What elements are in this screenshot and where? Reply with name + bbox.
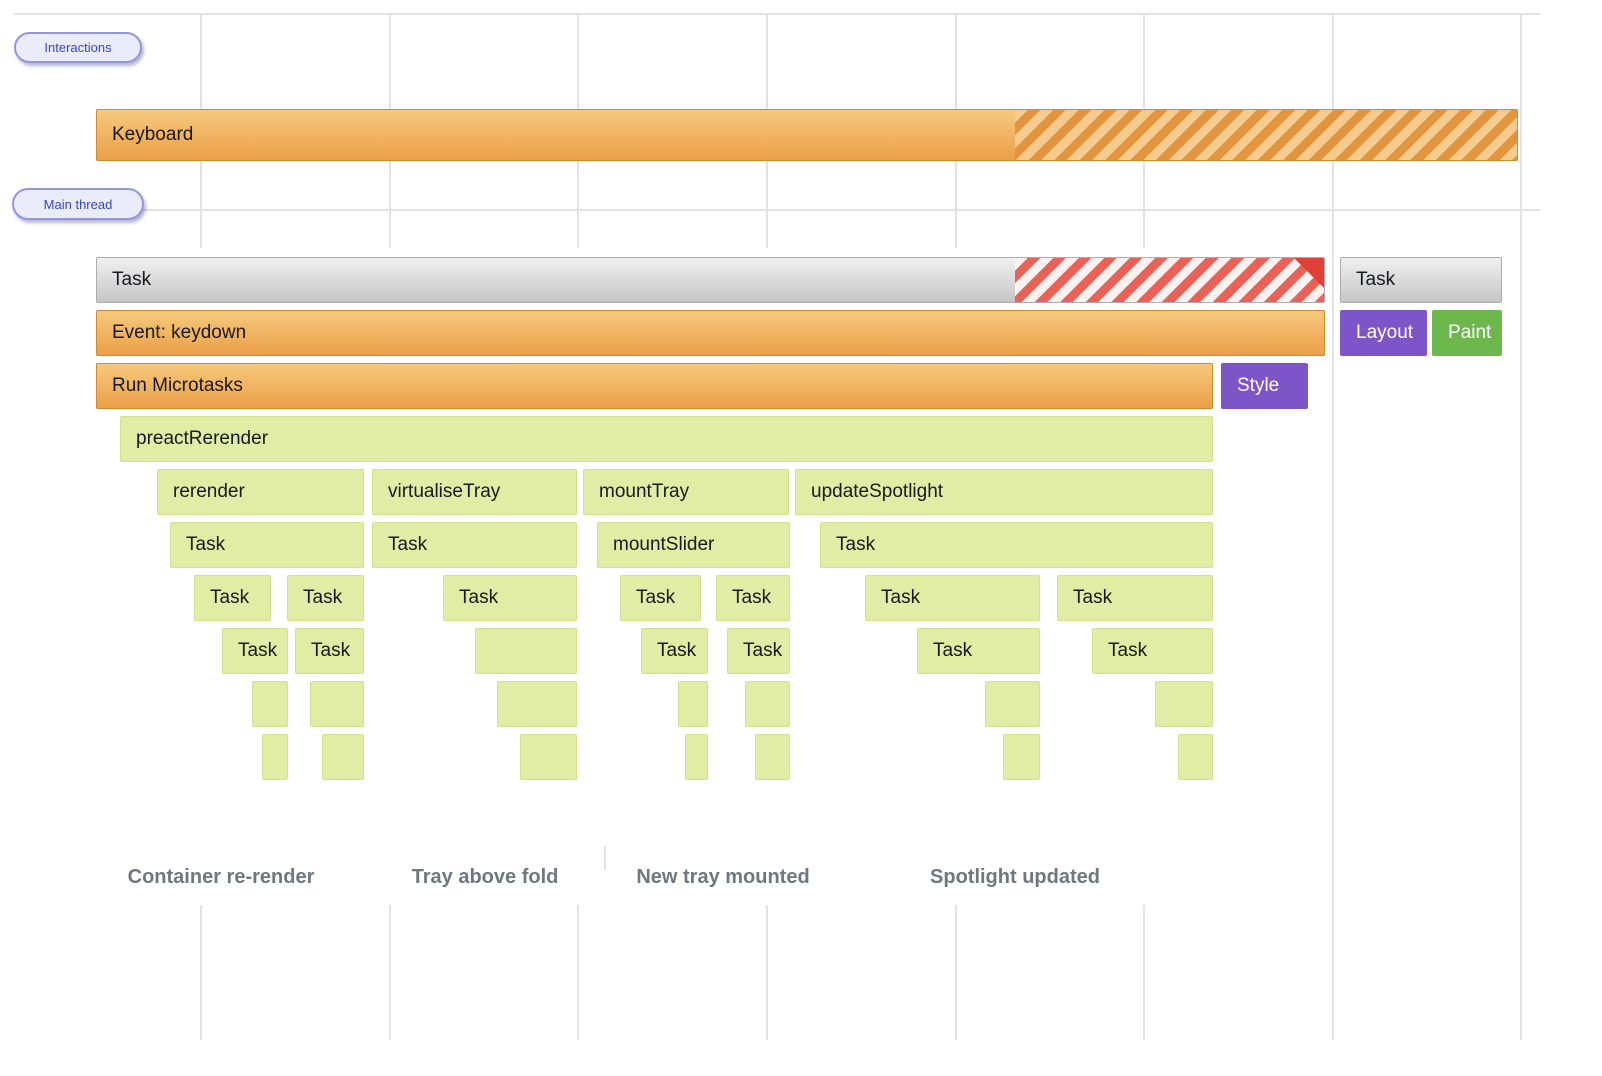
bar-label: Task — [303, 587, 343, 608]
bar-label: rerender — [173, 481, 245, 502]
bar-label: Task — [210, 587, 250, 608]
bar-label: Task — [836, 534, 876, 555]
flame-bar-preactrerender[interactable]: preactRerender — [120, 416, 1213, 462]
bar-label: Task — [636, 587, 676, 608]
flame-bar-mountslider[interactable]: mountSlider — [597, 522, 790, 568]
bar-label: Task — [459, 587, 499, 608]
flame-bar-task[interactable]: Task — [170, 522, 364, 568]
flame-bar-layout[interactable]: Layout — [1340, 310, 1427, 356]
bar-label: preactRerender — [136, 428, 269, 449]
flame-bar-task[interactable]: Task — [1340, 257, 1502, 303]
flame-bar-paint[interactable]: Paint — [1432, 310, 1502, 356]
bar-label: Task — [1356, 269, 1396, 290]
bar-label: mountTray — [599, 481, 690, 502]
annotation-spotlight-updated: Spotlight updated — [930, 866, 1100, 888]
bar-label: Task — [238, 640, 278, 661]
bar-label: mountSlider — [613, 534, 715, 555]
bar-label: Task — [732, 587, 772, 608]
flame-bar-rerender[interactable]: rerender — [157, 469, 364, 515]
bar-label: Task — [186, 534, 226, 555]
flame-bar-unlabeled[interactable] — [310, 681, 364, 727]
bar-label: Keyboard — [112, 124, 194, 145]
gridline-horizontal — [14, 209, 1540, 211]
flame-bar-unlabeled[interactable] — [520, 734, 577, 780]
hatched-overrun-region — [1015, 258, 1324, 302]
bar-label: Task — [743, 640, 783, 661]
bar-label: Task — [881, 587, 921, 608]
track-label-main-thread[interactable]: Main thread — [12, 188, 144, 220]
bar-label: Paint — [1448, 322, 1492, 343]
hatched-overrun-region — [1015, 110, 1517, 160]
flame-bar-unlabeled[interactable] — [1003, 734, 1040, 780]
flame-bar-task[interactable]: Task — [295, 628, 364, 674]
overrun-corner-icon — [1294, 258, 1324, 288]
flame-bar-style[interactable]: Style — [1221, 363, 1308, 409]
flame-bar-unlabeled[interactable] — [678, 681, 708, 727]
flame-bar-task[interactable]: Task — [194, 575, 271, 621]
bar-label: Task — [112, 269, 152, 290]
flame-bar-unlabeled[interactable] — [985, 681, 1040, 727]
bar-label: Task — [657, 640, 697, 661]
flame-bar-task[interactable]: Task — [641, 628, 708, 674]
flame-bar-unlabeled[interactable] — [322, 734, 364, 780]
flame-bar-task[interactable]: Task — [917, 628, 1040, 674]
flame-bar-task[interactable]: Task — [820, 522, 1213, 568]
annotation-container-re-render: Container re-render — [127, 866, 315, 888]
flame-bar-task[interactable]: Task — [620, 575, 701, 621]
flame-bar-unlabeled[interactable] — [262, 734, 288, 780]
gridline-vertical — [1520, 13, 1522, 1040]
flame-bar-updatespotlight[interactable]: updateSpotlight — [795, 469, 1213, 515]
bar-label: Run Microtasks — [112, 375, 243, 396]
flame-bar-task[interactable]: Task — [1092, 628, 1213, 674]
bar-label: updateSpotlight — [811, 481, 944, 502]
bar-label: Task — [1073, 587, 1113, 608]
annotation-tray-above-fold: Tray above fold — [411, 866, 559, 888]
flame-bar-task[interactable]: Task — [716, 575, 790, 621]
flame-bar-task[interactable]: Task — [222, 628, 288, 674]
bar-label: Layout — [1356, 322, 1414, 343]
flame-bar-task[interactable]: Task — [865, 575, 1040, 621]
flame-bar-task[interactable]: Task — [1057, 575, 1213, 621]
flame-bar-virtualisetray[interactable]: virtualiseTray — [372, 469, 577, 515]
flame-bar-event-keydown[interactable]: Event: keydown — [96, 310, 1325, 356]
bar-label: Task — [933, 640, 973, 661]
flame-bar-task[interactable]: Task — [287, 575, 364, 621]
flame-bar-task[interactable]: Task — [727, 628, 790, 674]
flame-bar-task[interactable]: Task — [443, 575, 577, 621]
flame-bar-mounttray[interactable]: mountTray — [583, 469, 789, 515]
bar-label: virtualiseTray — [388, 481, 501, 502]
flame-bar-unlabeled[interactable] — [1155, 681, 1213, 727]
flame-bar-unlabeled[interactable] — [497, 681, 577, 727]
flame-bar-unlabeled[interactable] — [745, 681, 790, 727]
flame-bar-run-microtasks[interactable]: Run Microtasks — [96, 363, 1213, 409]
gridline-vertical — [1332, 13, 1334, 1040]
flame-bar-unlabeled[interactable] — [475, 628, 577, 674]
flame-bar-unlabeled[interactable] — [755, 734, 790, 780]
flame-bar-task[interactable]: Task — [96, 257, 1325, 303]
annotation-new-tray-mounted: New tray mounted — [636, 866, 810, 888]
flame-bar-keyboard[interactable]: Keyboard — [96, 109, 1518, 161]
bar-label: Task — [388, 534, 428, 555]
flame-bar-unlabeled[interactable] — [252, 681, 288, 727]
bar-label: Task — [311, 640, 351, 661]
tick-mark — [604, 846, 606, 870]
bar-label: Task — [1108, 640, 1148, 661]
bar-label: Event: keydown — [112, 322, 247, 343]
gridline-horizontal — [14, 13, 1540, 15]
track-label-interactions[interactable]: Interactions — [14, 32, 142, 63]
flame-bar-unlabeled[interactable] — [1178, 734, 1213, 780]
flame-bar-task[interactable]: Task — [372, 522, 577, 568]
flame-bar-unlabeled[interactable] — [685, 734, 708, 780]
bar-label: Style — [1237, 375, 1280, 396]
